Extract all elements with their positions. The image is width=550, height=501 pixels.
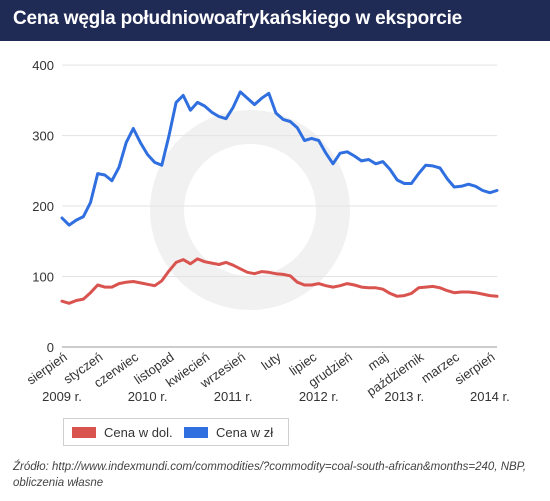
- legend-swatch-usd: [72, 426, 96, 438]
- y-tick-label: 400: [32, 58, 54, 73]
- legend-label-usd: Cena w dol.: [104, 424, 173, 440]
- year-label: 2012 r.: [299, 389, 339, 404]
- y-tick-label: 200: [32, 199, 54, 214]
- y-tick-label: 100: [32, 270, 54, 285]
- legend-item-pln: Cena w zł: [184, 424, 273, 440]
- chart-title: Cena węgla południowoafrykańskiego w eks…: [13, 8, 463, 29]
- year-label: 2013 r.: [384, 389, 424, 404]
- x-tick-label: sierpień: [452, 349, 498, 387]
- series-line-usd: [60, 257, 499, 305]
- chart-legend: Cena w dol. Cena w zł: [63, 418, 289, 446]
- series-line-pln: [60, 90, 499, 227]
- year-label: 2014 r.: [470, 389, 510, 404]
- legend-swatch-pln: [184, 426, 208, 438]
- line-chart: 0100200300400sierpieństyczeńczerwieclist…: [24, 58, 510, 404]
- legend-item-usd: Cena w dol.: [72, 424, 173, 440]
- x-tick-label: luty: [258, 349, 284, 373]
- year-label: 2011 r.: [214, 389, 253, 404]
- chart-header: Cena węgla południowoafrykańskiego w eks…: [0, 0, 550, 41]
- y-tick-label: 300: [32, 129, 54, 144]
- legend-label-pln: Cena w zł: [216, 424, 274, 440]
- y-tick-label: 0: [47, 340, 54, 355]
- source-note: Źródło: http://www.indexmundi.com/commod…: [13, 461, 527, 489]
- year-label: 2010 r.: [128, 389, 168, 404]
- year-label: 2009 r.: [42, 389, 82, 404]
